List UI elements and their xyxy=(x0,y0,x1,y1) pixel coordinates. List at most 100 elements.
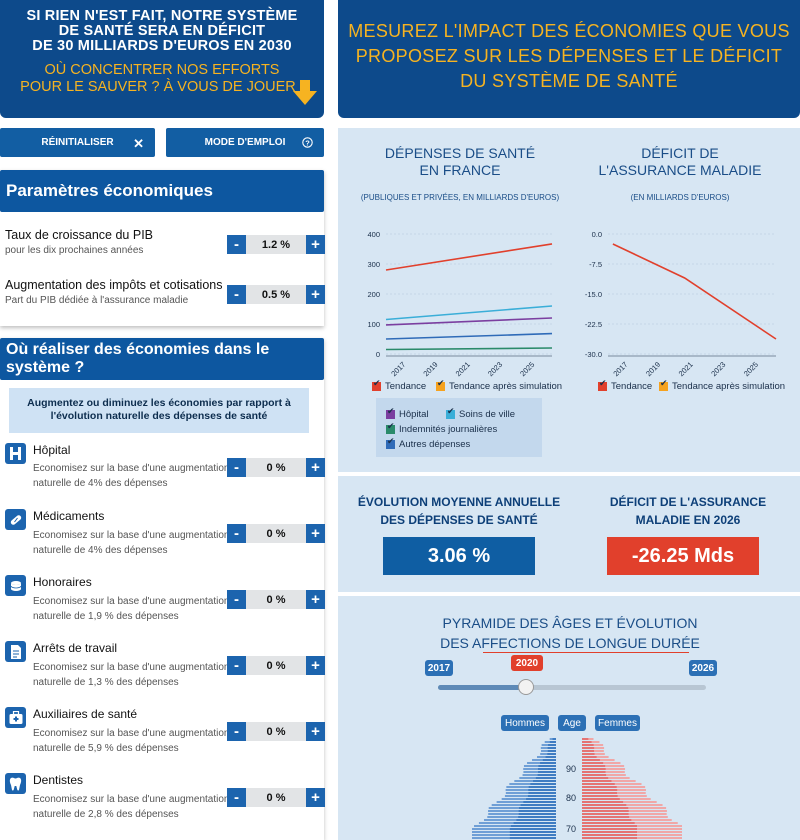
legend-label: Indemnités journalières xyxy=(399,424,498,435)
legend-hospital[interactable]: Hôpital xyxy=(386,406,429,420)
decrement-button[interactable]: - xyxy=(227,722,246,741)
decrement-button[interactable]: - xyxy=(227,788,246,807)
men-ald-bar xyxy=(509,837,556,839)
men-bars xyxy=(472,738,556,839)
increment-button[interactable]: + xyxy=(306,285,325,304)
women-ald-bar xyxy=(582,753,595,755)
women-ald-bar xyxy=(582,828,637,830)
men-ald-bar xyxy=(540,762,556,764)
legend-label: Tendance après simulation xyxy=(449,381,563,392)
women-ald-bar xyxy=(582,795,618,797)
stepper-value: 0 % xyxy=(246,458,306,477)
x-tick-label: 2021 xyxy=(677,360,695,378)
increment-button[interactable]: + xyxy=(306,788,325,807)
auxiliaries-stepper[interactable]: - 0 % + xyxy=(227,722,325,741)
taxes-stepper[interactable]: - 0.5 % + xyxy=(227,285,325,304)
women-ald-bar xyxy=(582,777,609,779)
series-line-tendance xyxy=(385,243,553,271)
women-ald-bar xyxy=(582,831,637,833)
men-ald-bar xyxy=(520,804,556,806)
x-tick-label: 2017 xyxy=(389,360,407,378)
women-ald-bar xyxy=(582,756,597,758)
women-ald-bar xyxy=(582,759,600,761)
men-ald-bar xyxy=(537,774,556,776)
women-ald-bar xyxy=(582,768,606,770)
param-sub: pour les dix prochaines années xyxy=(5,245,144,256)
increment-button[interactable]: + xyxy=(306,656,325,675)
men-ald-bar xyxy=(528,786,556,788)
women-ald-bar xyxy=(582,801,624,803)
arrow-down-icon[interactable] xyxy=(292,80,318,106)
category-label: Auxiliaires de santé xyxy=(33,707,138,721)
hospital-icon xyxy=(5,443,26,464)
year-slider-track[interactable] xyxy=(438,685,706,690)
legend-trend-simulation[interactable]: Tendance après simulation xyxy=(436,378,563,392)
increment-button[interactable]: + xyxy=(306,722,325,741)
series-line-tendance xyxy=(612,243,777,340)
women-ald-bar xyxy=(582,816,630,818)
age-tick: 70 xyxy=(566,824,576,834)
increment-button[interactable]: + xyxy=(306,235,325,254)
deficit-chart: 0.0 -7.5 -15.0 -22.5 -30.0 2017 2019 2021 2023 20… xyxy=(585,230,777,378)
legend-trend[interactable]: Tendance xyxy=(372,378,426,392)
women-ald-bar xyxy=(582,747,595,749)
medical-kit-icon xyxy=(5,707,26,728)
age-tick: 90 xyxy=(566,764,576,774)
tooth-icon xyxy=(5,773,26,794)
legend-allowances[interactable]: Indemnités journalières xyxy=(386,421,498,435)
women-ald-bar xyxy=(582,780,612,782)
reset-button[interactable]: RÉINITIALISER ✕ xyxy=(0,128,155,157)
x-tick-label: 2025 xyxy=(518,360,536,378)
decrement-button[interactable]: - xyxy=(227,590,246,609)
stepper-value: 1.2 % xyxy=(246,235,306,254)
stepper-value: 0 % xyxy=(246,656,306,675)
slider-fill xyxy=(438,685,527,690)
category-label: Dentistes xyxy=(33,773,84,787)
legend-deficit-simulation[interactable]: Tendance après simulation xyxy=(659,378,785,392)
decrement-button[interactable]: - xyxy=(227,524,246,543)
legend-other[interactable]: Autres dépenses xyxy=(386,436,470,450)
men-ald-bar xyxy=(509,828,556,830)
women-ald-bar xyxy=(582,741,592,743)
age-pyramid: 90 80 70 xyxy=(472,735,682,840)
women-ald-bar xyxy=(582,771,606,773)
pill-icon xyxy=(5,509,26,530)
women-ald-bar xyxy=(582,837,637,839)
stepper-value: 0 % xyxy=(246,722,306,741)
category-label: Honoraires xyxy=(33,575,92,589)
men-ald-bar xyxy=(516,819,556,821)
legend-city-care[interactable]: Soins de ville xyxy=(446,406,515,420)
increment-button[interactable]: + xyxy=(306,458,325,477)
men-ald-bar xyxy=(547,750,556,752)
divider xyxy=(338,472,800,476)
women-ald-bar xyxy=(582,744,594,746)
checkbox-icon xyxy=(386,421,395,434)
men-ald-bar xyxy=(533,780,556,782)
decrement-button[interactable]: - xyxy=(227,458,246,477)
increment-button[interactable]: + xyxy=(306,524,325,543)
year-slider-thumb[interactable] xyxy=(518,679,535,695)
hospital-stepper[interactable]: - 0 % + xyxy=(227,458,325,477)
fees-stepper[interactable]: - 0 % + xyxy=(227,590,325,609)
men-ald-bar xyxy=(513,822,556,824)
close-icon: ✕ xyxy=(133,136,144,151)
men-ald-bar xyxy=(523,801,556,803)
decrement-button[interactable]: - xyxy=(227,285,246,304)
help-button[interactable]: MODE D'EMPLOI ? xyxy=(166,128,324,157)
women-ald-bar xyxy=(582,750,595,752)
left-header: SI RIEN N'EST FAIT, NOTRE SYSTÈME DE SAN… xyxy=(0,0,324,118)
decrement-button[interactable]: - xyxy=(227,656,246,675)
women-ald-bar xyxy=(582,786,617,788)
sick-leave-stepper[interactable]: - 0 % + xyxy=(227,656,325,675)
charts-svg: 0 100 200 300 400 2017 2019 2021 2023 2025 0.0 -7.… xyxy=(367,230,777,378)
decrement-button[interactable]: - xyxy=(227,235,246,254)
gdp-stepper[interactable]: - 1.2 % + xyxy=(227,235,325,254)
increment-button[interactable]: + xyxy=(306,590,325,609)
men-ald-bar xyxy=(538,771,556,773)
legend-deficit-trend[interactable]: Tendance xyxy=(598,378,652,392)
dentists-stepper[interactable]: - 0 % + xyxy=(227,788,325,807)
x-tick-label: 2023 xyxy=(709,360,727,378)
age-label: Age xyxy=(558,715,586,731)
drugs-stepper[interactable]: - 0 % + xyxy=(227,524,325,543)
men-ald-bar xyxy=(545,756,556,758)
